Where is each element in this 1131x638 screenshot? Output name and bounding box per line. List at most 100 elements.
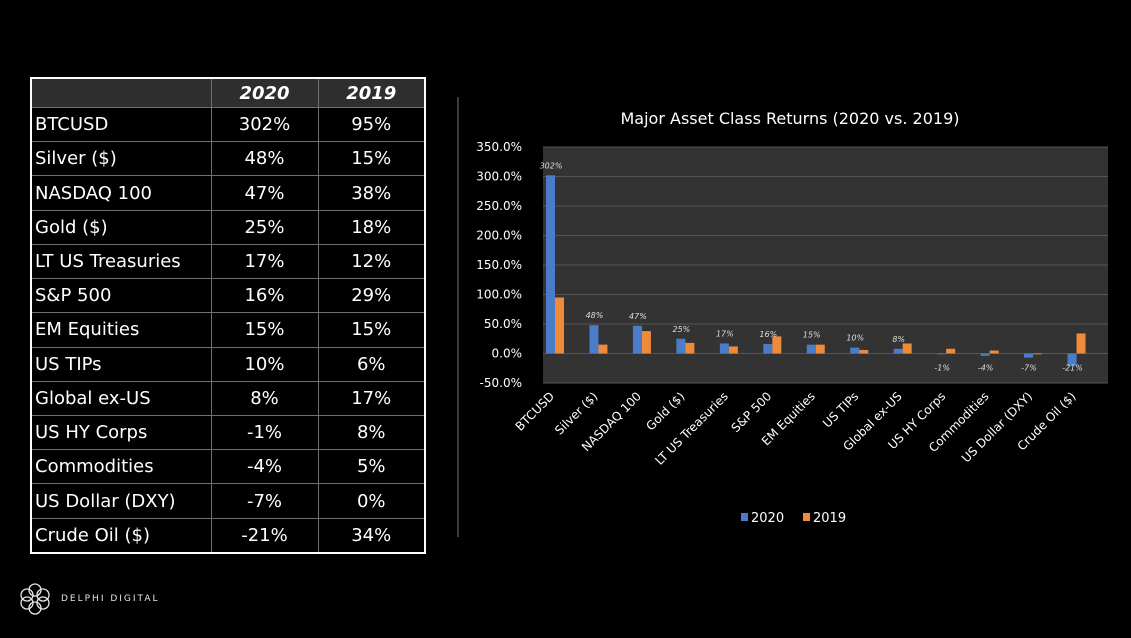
table-header-2020: 2020 bbox=[210, 77, 319, 108]
y-tick-label: -50.0% bbox=[480, 376, 522, 390]
y-tick-label: 250.0% bbox=[476, 199, 522, 213]
table-row: Global ex-US 8% 17% bbox=[30, 380, 426, 416]
bar-2019-11 bbox=[1033, 353, 1043, 355]
value-2020-cell: 15% bbox=[210, 312, 319, 348]
value-2019-cell: 34% bbox=[317, 517, 426, 554]
data-label: 302% bbox=[540, 161, 563, 170]
table-row: US HY Corps -1% 8% bbox=[30, 414, 426, 451]
bar-2019-1 bbox=[598, 344, 608, 354]
asset-name-cell: S&P 500 bbox=[30, 278, 212, 314]
asset-name-cell: Silver ($) bbox=[30, 141, 212, 177]
asset-name-cell: EM Equities bbox=[30, 312, 212, 348]
value-2020-cell: -4% bbox=[210, 449, 319, 485]
data-label: -1% bbox=[934, 364, 950, 373]
table-row: US Dollar (DXY) -7% 0% bbox=[30, 483, 426, 519]
value-2019-cell: 0% bbox=[317, 483, 426, 519]
data-label: -21% bbox=[1062, 364, 1083, 373]
value-2019-cell: 15% bbox=[317, 312, 426, 348]
value-2020-cell: 8% bbox=[210, 380, 319, 416]
table-row: US TIPs 10% 6% bbox=[30, 346, 426, 382]
bar-2020-7 bbox=[850, 347, 860, 354]
y-tick-label: 150.0% bbox=[476, 258, 522, 272]
data-label: 17% bbox=[716, 329, 734, 338]
bar-2019-9 bbox=[946, 348, 956, 354]
bar-2019-6 bbox=[815, 344, 825, 354]
bar-2020-2 bbox=[632, 325, 642, 354]
value-2019-cell: 8% bbox=[317, 414, 426, 451]
table-header-asset bbox=[30, 77, 212, 108]
x-tick-label: S&P 500 bbox=[729, 389, 775, 435]
y-tick-label: 50.0% bbox=[484, 317, 522, 331]
bar-2019-0 bbox=[555, 297, 564, 354]
y-tick-label: 200.0% bbox=[476, 229, 522, 243]
x-tick-label: Gold ($) bbox=[643, 389, 687, 433]
table-row: LT US Treasuries 17% 12% bbox=[30, 243, 426, 280]
table-row: NASDAQ 100 47% 38% bbox=[30, 175, 426, 211]
bar-2019-3 bbox=[685, 342, 695, 354]
bar-2019-4 bbox=[728, 346, 738, 354]
table-row: S&P 500 16% 29% bbox=[30, 278, 426, 314]
bar-2019-10 bbox=[989, 350, 999, 354]
value-2020-cell: 17% bbox=[210, 243, 319, 280]
delphi-logo-icon bbox=[20, 583, 50, 615]
data-label: 25% bbox=[672, 325, 690, 334]
data-label: 48% bbox=[586, 311, 604, 320]
delphi-logo: DELPHI DIGITAL bbox=[17, 581, 160, 617]
bar-2019-12 bbox=[1076, 333, 1086, 354]
y-tick-label: 100.0% bbox=[476, 288, 522, 302]
value-2019-cell: 5% bbox=[317, 449, 426, 485]
value-2019-cell: 15% bbox=[317, 141, 426, 177]
data-label: 15% bbox=[803, 331, 821, 340]
table-header-2019: 2019 bbox=[317, 77, 426, 108]
asset-name-cell: US Dollar (DXY) bbox=[30, 483, 212, 519]
bar-2020-9 bbox=[937, 353, 947, 355]
legend-swatch bbox=[803, 513, 810, 521]
value-2020-cell: -7% bbox=[210, 483, 319, 519]
x-tick-label: BTCUSD bbox=[513, 389, 557, 433]
asset-name-cell: US HY Corps bbox=[30, 414, 212, 451]
value-2020-cell: 25% bbox=[210, 209, 319, 245]
data-label: -4% bbox=[978, 364, 994, 373]
asset-name-cell: Gold ($) bbox=[30, 209, 212, 245]
bar-2019-5 bbox=[772, 336, 782, 354]
bar-2020-5 bbox=[763, 344, 773, 354]
value-2019-cell: 95% bbox=[317, 106, 426, 143]
table-row: Gold ($) 25% 18% bbox=[30, 209, 426, 245]
asset-name-cell: LT US Treasuries bbox=[30, 243, 212, 280]
bar-2020-10 bbox=[980, 353, 990, 356]
divider bbox=[457, 97, 459, 537]
x-tick-label: US TIPs bbox=[820, 389, 861, 430]
bar-2020-12 bbox=[1067, 353, 1077, 366]
value-2020-cell: 10% bbox=[210, 346, 319, 382]
value-2020-cell: 47% bbox=[210, 175, 319, 211]
bar-2020-11 bbox=[1024, 353, 1034, 358]
asset-name-cell: NASDAQ 100 bbox=[30, 175, 212, 211]
table-row: Commodities -4% 5% bbox=[30, 449, 426, 485]
table-header-row: 2020 2019 bbox=[30, 77, 426, 108]
asset-name-cell: Global ex-US bbox=[30, 380, 212, 416]
value-2020-cell: -1% bbox=[210, 414, 319, 451]
bar-2019-7 bbox=[859, 349, 869, 354]
value-2020-cell: -21% bbox=[210, 517, 319, 554]
x-tick-label: LT US Treasuries bbox=[652, 389, 731, 468]
table-row: BTCUSD 302% 95% bbox=[30, 106, 426, 143]
bar-2019-2 bbox=[641, 331, 651, 354]
value-2019-cell: 6% bbox=[317, 346, 426, 382]
returns-table: 2020 2019 BTCUSD 302% 95% Silver ($) 48% 15% N… bbox=[30, 77, 426, 554]
bar-2020-3 bbox=[676, 338, 686, 354]
logo-text: DELPHI DIGITAL bbox=[61, 594, 160, 604]
value-2019-cell: 18% bbox=[317, 209, 426, 245]
asset-name-cell: BTCUSD bbox=[30, 106, 212, 143]
y-tick-label: 0.0% bbox=[492, 347, 523, 361]
chart-legend: 2020 2019 bbox=[741, 511, 846, 526]
data-label: 16% bbox=[759, 330, 777, 339]
y-tick-label: 350.0% bbox=[476, 140, 522, 154]
asset-name-cell: Crude Oil ($) bbox=[30, 517, 212, 554]
bar-2019-8 bbox=[902, 343, 912, 354]
value-2020-cell: 302% bbox=[210, 106, 319, 143]
value-2020-cell: 16% bbox=[210, 278, 319, 314]
legend-label: 2020 bbox=[751, 511, 784, 526]
asset-name-cell: Commodities bbox=[30, 449, 212, 485]
value-2019-cell: 38% bbox=[317, 175, 426, 211]
data-label: 47% bbox=[629, 312, 647, 321]
